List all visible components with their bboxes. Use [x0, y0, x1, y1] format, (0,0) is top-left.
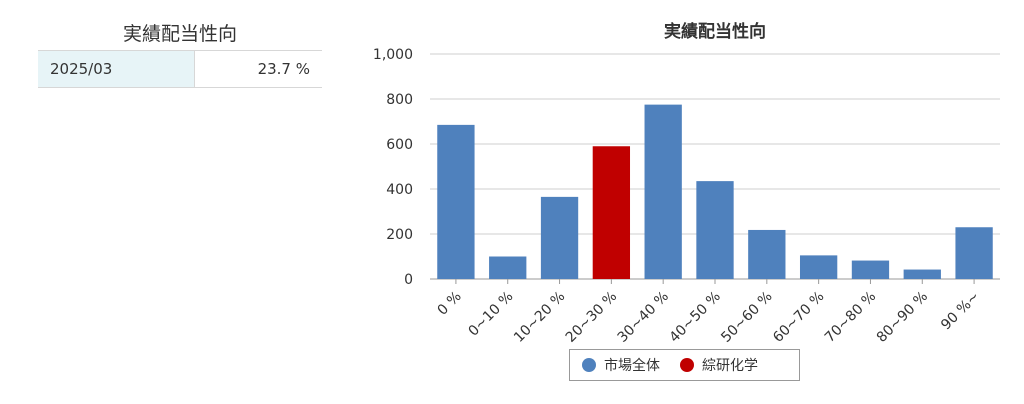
chart-title: 実績配当性向 — [664, 21, 766, 42]
x-tick-label: 50~60 % — [718, 289, 775, 346]
legend-marker-market — [582, 358, 596, 372]
value-cell: 23.7 % — [194, 50, 322, 88]
summary-table: 2025/03 23.7 % — [38, 50, 322, 88]
legend-label-market: 市場全体 — [604, 358, 660, 374]
x-tick-label: 0~10 % — [465, 289, 516, 340]
bar — [903, 269, 941, 279]
legend-label-company: 綜研化学 — [702, 358, 758, 374]
summary-panel: 実績配当性向 2025/03 23.7 % — [38, 18, 322, 88]
summary-title: 実績配当性向 — [122, 23, 237, 45]
period-cell: 2025/03 — [38, 50, 195, 88]
bar-chart: 実績配当性向 0 200 400 600 800 1,000 0 % 0~10 %10~20 %… — [373, 21, 1000, 346]
chart-legend: 市場全体 綜研化学 — [569, 349, 800, 381]
x-tick-label: 10~20 % — [511, 289, 568, 346]
x-tick-label: 60~70 % — [770, 289, 827, 346]
legend-item-market[interactable]: 市場全体 — [582, 355, 660, 375]
bar — [437, 124, 475, 279]
x-tick-label: 40~50 % — [666, 289, 723, 346]
bar — [540, 196, 579, 279]
chart-container: 実績配当性向 0 200 400 600 800 1,000 0 % 0~10 % 10~20 %… — [340, 0, 1024, 400]
y-tick-label: 400 — [386, 182, 413, 198]
bar — [592, 146, 631, 279]
bar — [696, 181, 734, 279]
legend-item-company[interactable]: 綜研化学 — [680, 355, 758, 375]
y-tick-label: 0 — [404, 272, 413, 288]
bar — [748, 229, 786, 279]
bar — [851, 260, 890, 279]
x-tick-label: 0 % — [435, 289, 465, 319]
y-tick-label: 800 — [386, 92, 413, 108]
y-tick-label: 600 — [386, 137, 413, 153]
table-row: 2025/03 23.7 % — [38, 50, 322, 88]
x-tick-label: 80~90 % — [874, 289, 931, 346]
bar — [489, 256, 527, 279]
y-tick-label: 200 — [386, 227, 413, 243]
bar — [644, 104, 682, 279]
bar — [799, 255, 838, 279]
x-tick-label: 20~30 % — [563, 289, 620, 346]
y-tick-label: 1,000 — [373, 47, 413, 63]
bar — [955, 227, 993, 279]
x-tick-label: 30~40 % — [615, 289, 672, 346]
x-tick-label: 90 %~ — [938, 289, 983, 334]
x-tick-label: 70~80 % — [822, 289, 879, 346]
legend-marker-company — [680, 358, 694, 372]
